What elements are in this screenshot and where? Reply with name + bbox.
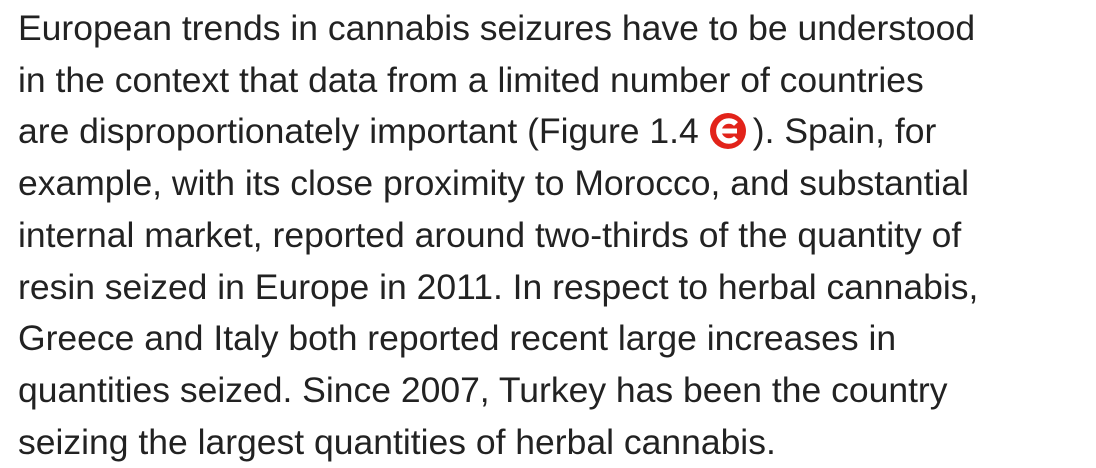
text-line: resin seized in Europe in 2011. In respe… [18,266,979,307]
text-line: Greece and Italy both reported recent la… [18,318,897,359]
text: are disproportionately important (Figure… [18,111,699,152]
text-line: are disproportionately important (Figure… [18,105,936,157]
text-line: quantities seized. Since 2007, Turkey ha… [18,369,948,410]
icon [709,113,746,150]
text-line: in the context that data from a limited … [18,59,924,100]
text-line: example, with its close proximity to Mor… [18,163,970,204]
figure-link-icon[interactable] [709,112,747,150]
text: ). Spain, for [752,111,937,152]
text-line: seizing the largest quantities of herbal… [18,421,776,462]
text-line: European trends in cannabis seizures hav… [18,8,976,48]
text-line: internal market, reported around two-thi… [18,214,962,255]
